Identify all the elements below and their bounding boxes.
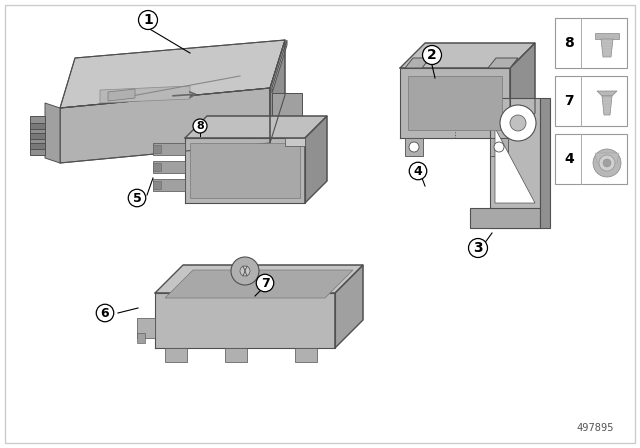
Polygon shape: [30, 123, 45, 129]
Polygon shape: [185, 116, 327, 138]
Circle shape: [603, 159, 611, 167]
Text: 3: 3: [473, 241, 483, 255]
Polygon shape: [185, 138, 305, 203]
Text: 6: 6: [100, 306, 109, 319]
Circle shape: [240, 266, 250, 276]
Circle shape: [599, 155, 615, 171]
Text: 8: 8: [564, 36, 574, 50]
Polygon shape: [470, 208, 540, 228]
Polygon shape: [408, 76, 502, 130]
Polygon shape: [60, 40, 285, 108]
Polygon shape: [60, 88, 270, 163]
Text: 1: 1: [143, 13, 153, 27]
Polygon shape: [190, 143, 300, 198]
Polygon shape: [153, 161, 185, 173]
Polygon shape: [137, 318, 155, 338]
Polygon shape: [490, 138, 508, 156]
Polygon shape: [108, 89, 135, 101]
Polygon shape: [100, 86, 190, 103]
Polygon shape: [540, 98, 550, 228]
Circle shape: [510, 115, 526, 131]
Polygon shape: [272, 93, 302, 148]
Text: 497895: 497895: [576, 423, 614, 433]
Circle shape: [494, 142, 504, 152]
Polygon shape: [601, 39, 613, 57]
Polygon shape: [153, 179, 185, 191]
Text: 7: 7: [260, 276, 269, 289]
Circle shape: [593, 149, 621, 177]
Polygon shape: [595, 33, 619, 39]
Polygon shape: [153, 143, 185, 155]
Polygon shape: [595, 153, 619, 163]
Polygon shape: [285, 138, 305, 146]
Polygon shape: [295, 348, 317, 362]
Polygon shape: [495, 128, 535, 203]
Bar: [555, 76, 627, 126]
Text: 8: 8: [196, 121, 204, 131]
Polygon shape: [153, 163, 161, 171]
Polygon shape: [335, 265, 363, 348]
Polygon shape: [405, 138, 423, 156]
Polygon shape: [400, 43, 535, 68]
Text: 4: 4: [564, 152, 574, 166]
Polygon shape: [272, 40, 287, 93]
Polygon shape: [488, 58, 518, 68]
Polygon shape: [225, 348, 247, 362]
Polygon shape: [30, 116, 45, 155]
Polygon shape: [165, 348, 187, 362]
Polygon shape: [602, 96, 612, 115]
Text: 4: 4: [413, 164, 422, 177]
Polygon shape: [305, 116, 327, 203]
Text: 2: 2: [427, 48, 437, 62]
Polygon shape: [400, 68, 510, 138]
Polygon shape: [597, 91, 617, 96]
Polygon shape: [153, 181, 161, 189]
Polygon shape: [510, 43, 535, 138]
Polygon shape: [137, 333, 145, 343]
Circle shape: [500, 105, 536, 141]
Polygon shape: [155, 265, 363, 293]
Polygon shape: [30, 133, 45, 139]
Polygon shape: [30, 143, 45, 149]
Polygon shape: [165, 270, 353, 298]
Polygon shape: [270, 40, 285, 143]
Text: 7: 7: [564, 94, 574, 108]
Polygon shape: [45, 103, 60, 163]
Circle shape: [231, 257, 259, 285]
Polygon shape: [405, 58, 430, 68]
Polygon shape: [153, 145, 161, 153]
Polygon shape: [155, 293, 335, 348]
Bar: [555, 134, 627, 184]
Circle shape: [409, 142, 419, 152]
Bar: [555, 18, 627, 68]
Text: 5: 5: [132, 191, 141, 204]
Polygon shape: [490, 98, 540, 228]
